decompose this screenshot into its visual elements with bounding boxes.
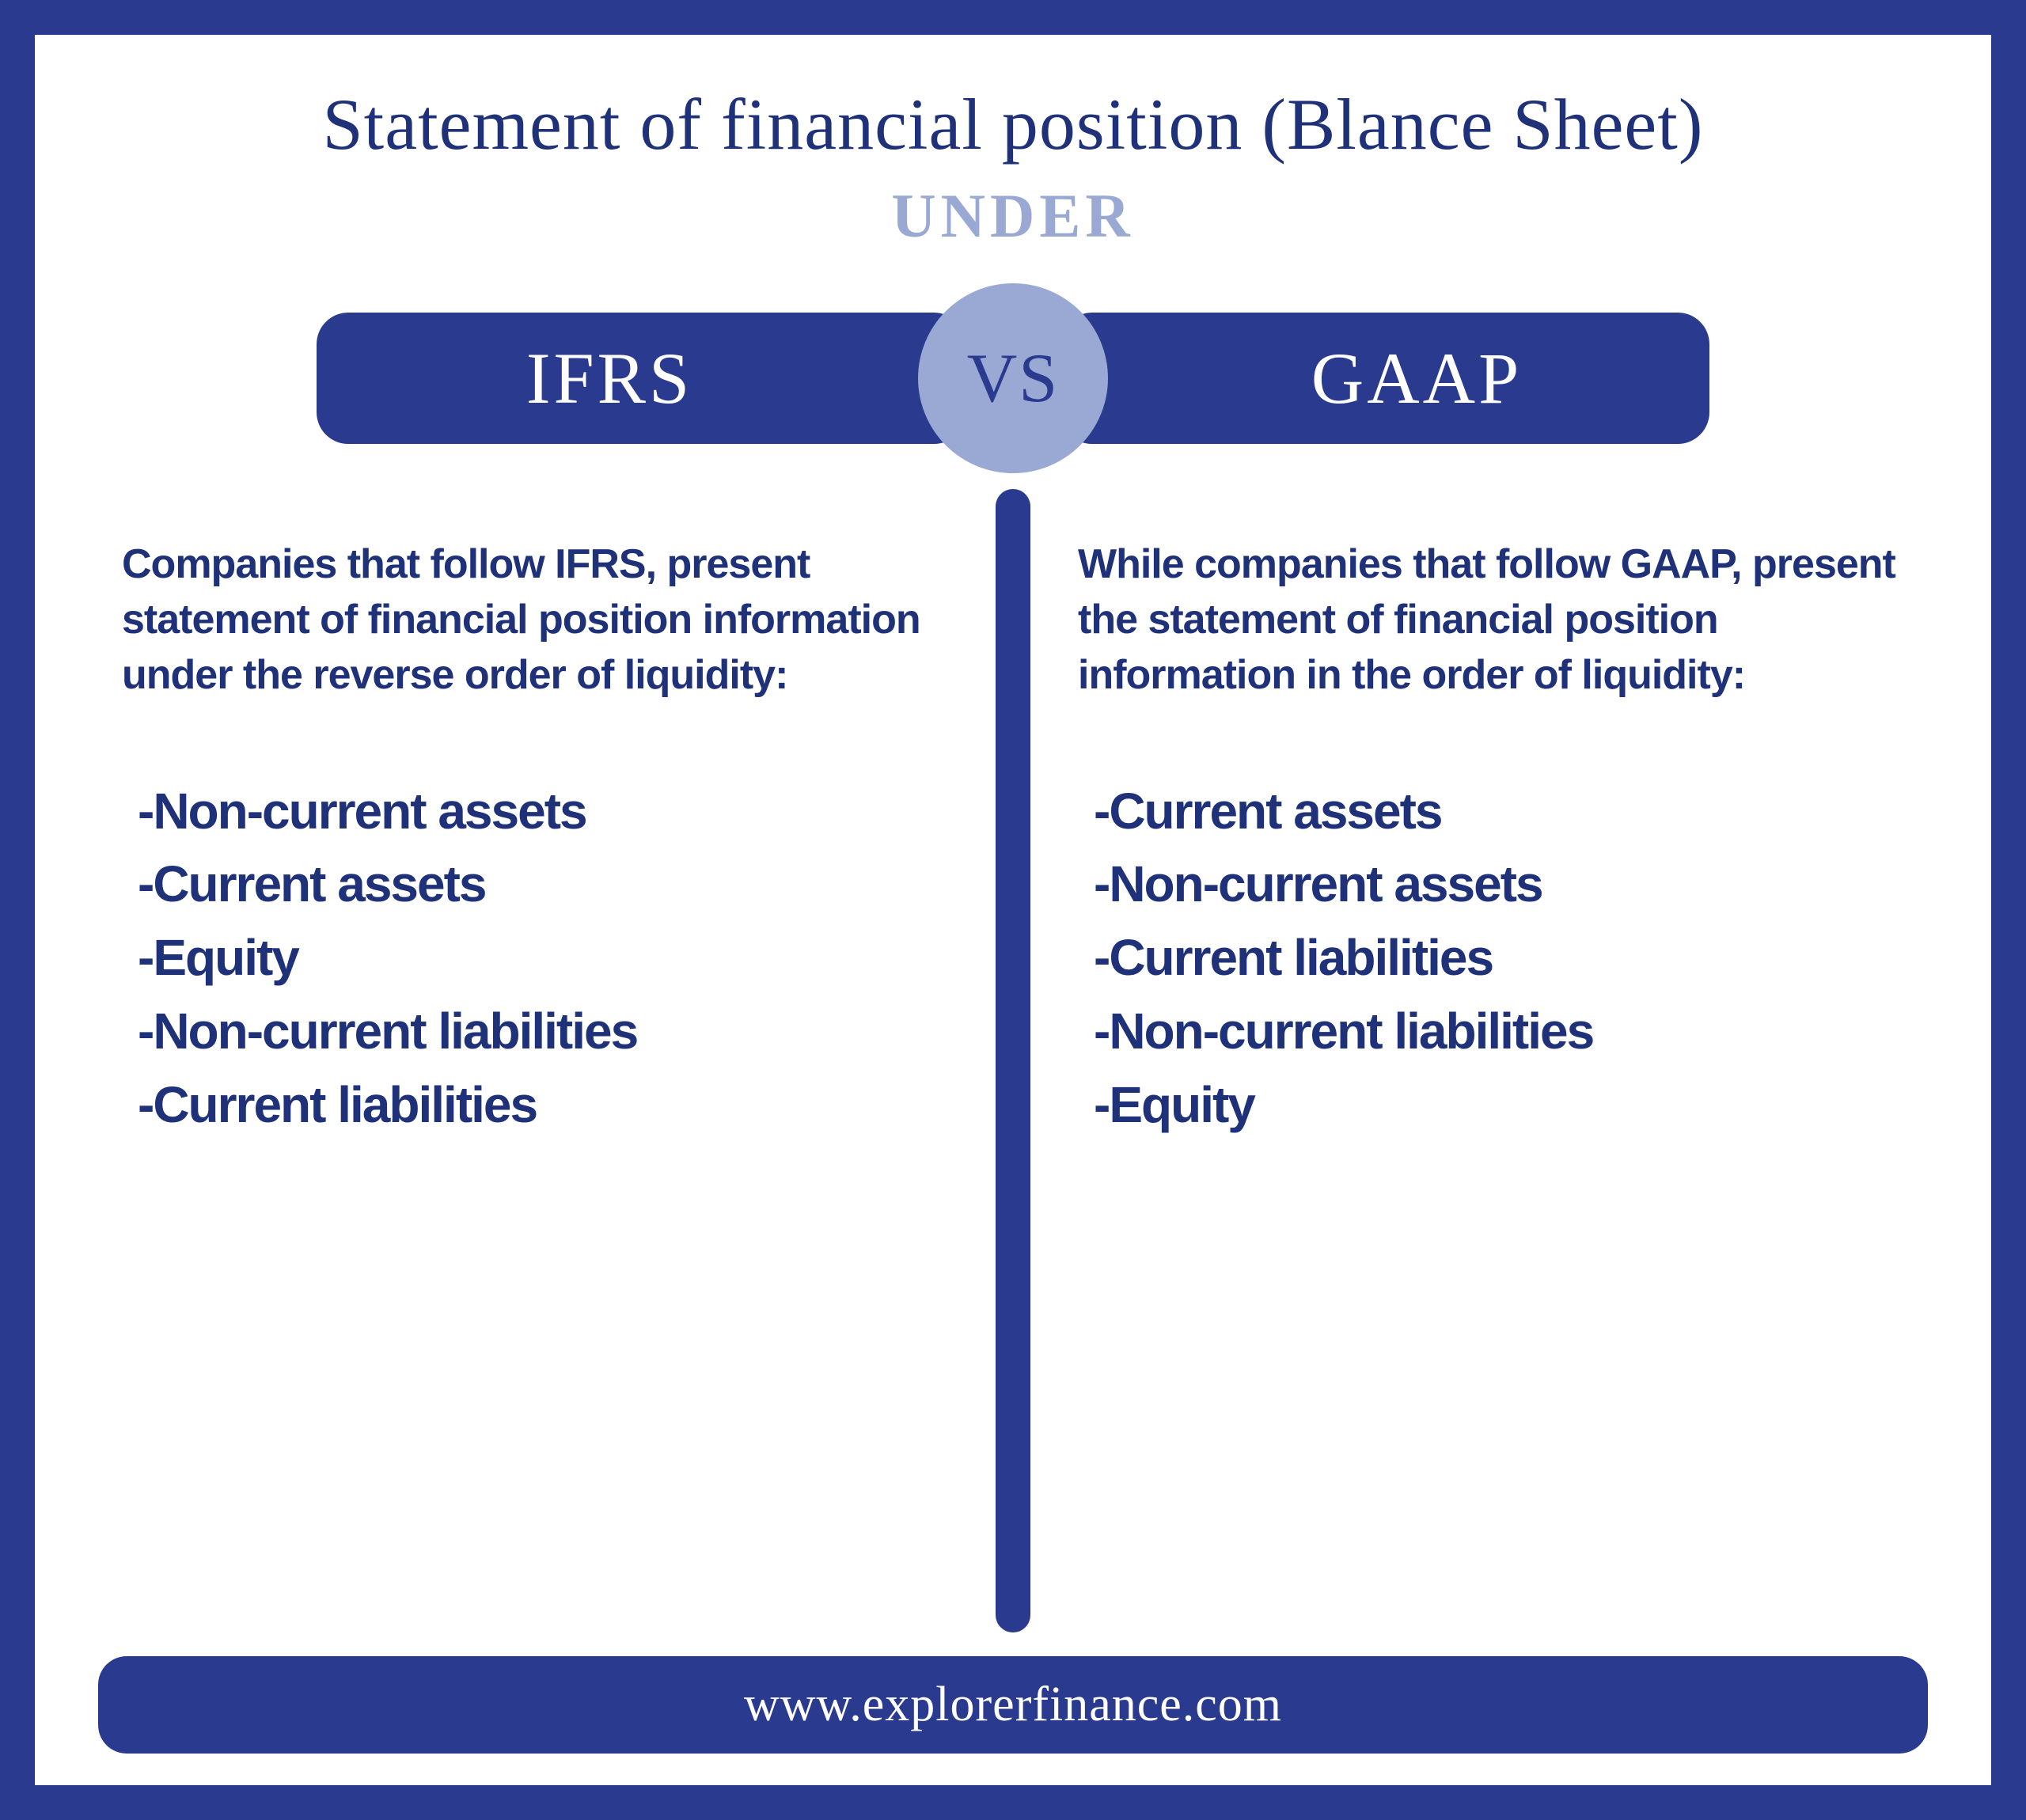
- list-item: -Current assets: [138, 847, 956, 921]
- vs-row: IFRS VS GAAP: [98, 283, 1928, 473]
- footer-url: www.explorerfinance.com: [98, 1656, 1928, 1754]
- ifrs-pill: IFRS: [317, 313, 966, 444]
- under-label: UNDER: [891, 180, 1134, 252]
- ifrs-description: Companies that follow IFRS, present stat…: [122, 537, 956, 703]
- page-title: Statement of financial position (Blance …: [323, 82, 1704, 166]
- gaap-list: -Current assets -Non-current assets -Cur…: [1078, 775, 1912, 1142]
- list-item: -Current liabilities: [138, 1068, 956, 1142]
- list-item: -Equity: [138, 921, 956, 995]
- list-item: -Non-current liabilities: [138, 995, 956, 1068]
- list-item: -Non-current assets: [138, 775, 956, 848]
- outer-frame: Statement of financial position (Blance …: [0, 0, 2026, 1820]
- gaap-column: While companies that follow GAAP, presen…: [1054, 489, 1928, 1632]
- vertical-divider: [996, 489, 1030, 1632]
- inner-frame: Statement of financial position (Blance …: [35, 35, 1991, 1785]
- ifrs-column: Companies that follow IFRS, present stat…: [98, 489, 972, 1632]
- list-item: -Non-current liabilities: [1094, 995, 1912, 1068]
- comparison-columns: Companies that follow IFRS, present stat…: [98, 489, 1928, 1632]
- list-item: -Equity: [1094, 1068, 1912, 1142]
- list-item: -Current assets: [1094, 775, 1912, 848]
- list-item: -Non-current assets: [1094, 847, 1912, 921]
- gaap-description: While companies that follow GAAP, presen…: [1078, 537, 1912, 703]
- ifrs-list: -Non-current assets -Current assets -Equ…: [122, 775, 956, 1142]
- gaap-pill: GAAP: [1060, 313, 1709, 444]
- list-item: -Current liabilities: [1094, 921, 1912, 995]
- vs-circle: VS: [918, 283, 1108, 473]
